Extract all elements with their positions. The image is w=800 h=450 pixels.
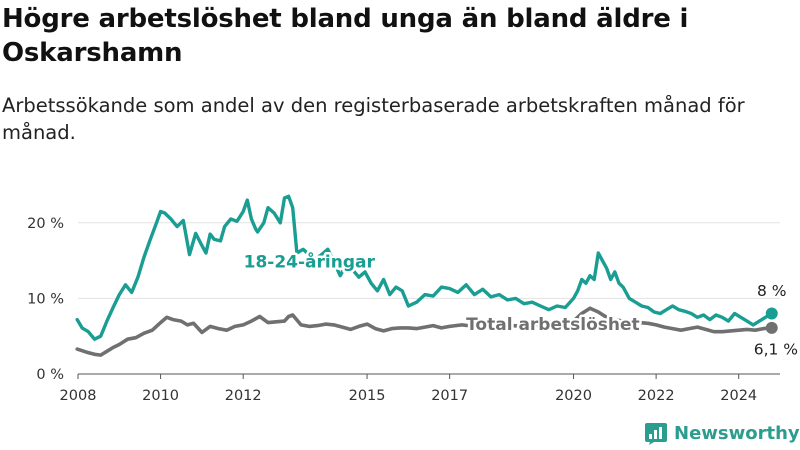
end-value-label: 8 % <box>757 282 787 300</box>
series-line-youth <box>75 194 774 341</box>
logo-bar <box>659 427 662 439</box>
x-tick-label: 2012 <box>225 388 262 404</box>
x-tick-label: 2020 <box>555 388 592 404</box>
y-tick-label: 10 % <box>27 291 64 307</box>
x-tick-label: 2022 <box>638 388 675 404</box>
x-tick-label: 2017 <box>431 388 468 404</box>
x-tick-label: 2008 <box>60 388 97 404</box>
y-tick-label: 0 % <box>36 367 64 383</box>
y-tick-label: 20 % <box>27 216 64 232</box>
x-tick-label: 2015 <box>349 388 386 404</box>
x-tick-label: 2010 <box>142 388 179 404</box>
bar-chart-icon <box>645 423 667 445</box>
logo-bar <box>654 430 657 439</box>
end-point <box>765 307 778 320</box>
chart-subtitle: Arbetssökande som andel av den registerb… <box>2 94 745 144</box>
chart-title: Högre arbetslöshet bland unga än bland ä… <box>2 4 689 68</box>
brand-name: Newsworthy <box>674 422 800 444</box>
series-line-total <box>75 306 774 357</box>
series-label-total: Total arbetslöshet <box>466 315 640 335</box>
logo-bar <box>649 434 652 439</box>
series-label-youth: 18-24-åringar <box>244 250 376 272</box>
newsworthy-logo: Newsworthy <box>644 420 800 446</box>
x-tick-label: 2024 <box>720 388 757 404</box>
end-point <box>765 321 778 334</box>
end-value-label: 6,1 % <box>754 340 798 358</box>
